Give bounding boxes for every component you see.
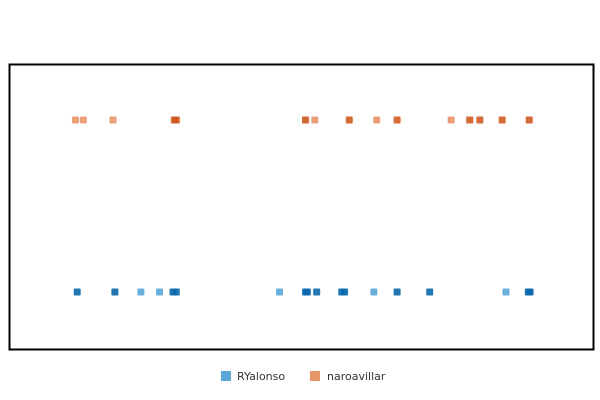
point-naroavillar-13 — [498, 116, 506, 124]
point-naroavillar-14 — [525, 116, 533, 124]
plot-frame — [8, 63, 595, 351]
point-naroavillar-10 — [447, 116, 455, 124]
legend-label-RYalonso: RYalonso — [237, 370, 285, 383]
point-naroavillar-11 — [466, 116, 474, 124]
point-RYalonso-6 — [276, 288, 283, 296]
point-RYalonso-5 — [172, 288, 180, 296]
point-naroavillar-0 — [71, 116, 79, 124]
point-RYalonso-3 — [156, 288, 163, 296]
point-naroavillar-12 — [476, 116, 484, 124]
point-RYalonso-0 — [73, 288, 81, 296]
point-naroavillar-1 — [79, 116, 87, 124]
point-RYalonso-9 — [313, 288, 321, 296]
point-naroavillar-5 — [302, 116, 309, 124]
point-RYalonso-1 — [111, 288, 119, 296]
point-RYalonso-14 — [426, 288, 434, 296]
point-RYalonso-8 — [303, 288, 311, 296]
point-naroavillar-4 — [172, 116, 180, 124]
point-naroavillar-9 — [393, 116, 401, 124]
point-RYalonso-12 — [370, 288, 378, 296]
legend-label-naroavillar: naroavillar — [327, 370, 386, 383]
point-naroavillar-7 — [345, 116, 353, 124]
point-naroavillar-6 — [311, 116, 319, 124]
legend: RYalonso naroavillar — [221, 370, 386, 383]
legend-swatch-RYalonso — [221, 371, 231, 381]
point-RYalonso-17 — [526, 288, 534, 296]
point-RYalonso-15 — [502, 288, 510, 296]
point-RYalonso-11 — [341, 288, 349, 296]
point-RYalonso-13 — [393, 288, 401, 296]
point-naroavillar-2 — [109, 116, 117, 124]
legend-swatch-naroavillar — [310, 371, 320, 381]
point-naroavillar-8 — [373, 116, 381, 124]
point-RYalonso-2 — [137, 288, 145, 296]
marks-layer — [71, 116, 534, 296]
